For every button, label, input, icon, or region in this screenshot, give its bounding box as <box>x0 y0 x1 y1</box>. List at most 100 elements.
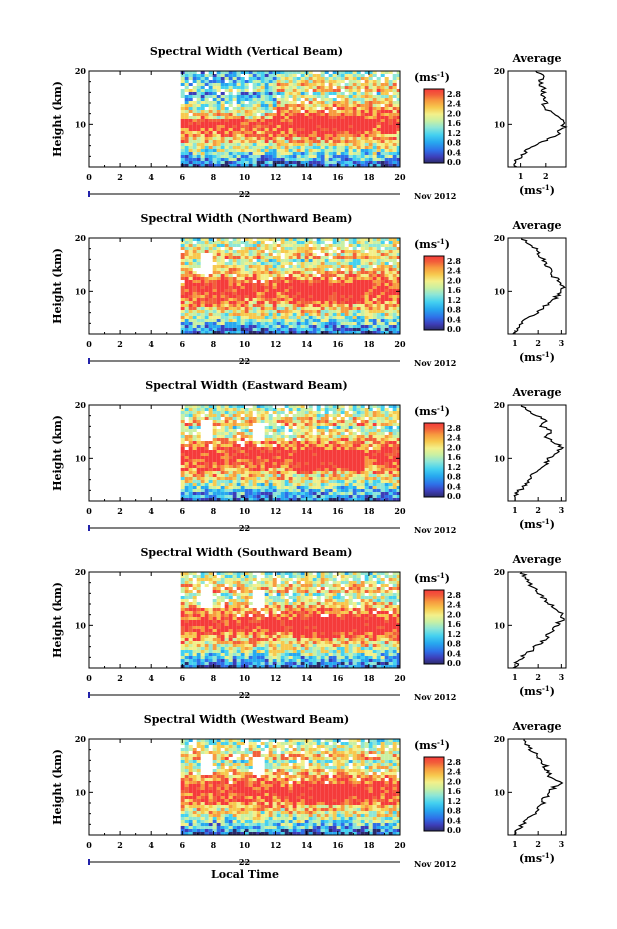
heatmap-cell <box>188 474 193 477</box>
heatmap-cell <box>276 98 281 101</box>
heatmap-cell <box>240 292 245 295</box>
heatmap-cell <box>360 86 365 89</box>
heatmap-cell <box>292 429 297 432</box>
heatmap-cell <box>312 155 317 158</box>
heatmap-cell <box>232 429 237 432</box>
heatmap-cell <box>352 241 357 244</box>
heatmap-cell <box>384 80 389 83</box>
heatmap-cell <box>284 247 289 250</box>
heatmap-cell <box>292 432 297 435</box>
heatmap-cell <box>380 152 385 155</box>
heatmap-cell <box>388 310 393 313</box>
heatmap-cell <box>220 104 225 107</box>
heatmap-cell <box>336 128 341 131</box>
heatmap-cell <box>380 110 385 113</box>
heatmap-cell <box>284 125 289 128</box>
heatmap-cell <box>188 83 193 86</box>
heatmap-cell <box>260 137 265 140</box>
heatmap-cell <box>240 256 245 259</box>
heatmap-cell <box>340 283 345 286</box>
heatmap-cell <box>260 322 265 325</box>
heatmap-cell <box>256 474 261 477</box>
heatmap-cell <box>264 122 269 125</box>
heatmap-cell <box>368 140 373 143</box>
heatmap-cell <box>320 271 325 274</box>
heatmap-cell <box>220 113 225 116</box>
heatmap-cell <box>180 486 185 489</box>
heatmap-cell <box>272 71 277 74</box>
heatmap-cell <box>280 131 285 134</box>
heatmap-cell <box>212 128 217 131</box>
heatmap-cell <box>332 471 337 474</box>
heatmap-cell <box>188 101 193 104</box>
heatmap-cell <box>272 80 277 83</box>
heatmap-cell <box>328 474 333 477</box>
heatmap-cell <box>208 483 213 486</box>
heatmap-cell <box>292 277 297 280</box>
heatmap-cell <box>188 149 193 152</box>
heatmap-cell <box>192 131 197 134</box>
heatmap-cell <box>284 89 289 92</box>
heatmap-cell <box>340 262 345 265</box>
heatmap-cell <box>196 301 201 304</box>
heatmap-cell <box>292 152 297 155</box>
heatmap-cell <box>296 250 301 253</box>
heatmap-cell <box>316 89 321 92</box>
heatmap-cell <box>328 310 333 313</box>
heatmap-cell <box>352 125 357 128</box>
heatmap-cell <box>320 435 325 438</box>
heatmap-cell <box>316 265 321 268</box>
heatmap-cell <box>376 238 381 241</box>
heatmap-cell <box>320 453 325 456</box>
heatmap-cell <box>220 134 225 137</box>
heatmap-cell <box>248 462 253 465</box>
heatmap-cell <box>228 450 233 453</box>
heatmap-cell <box>264 262 269 265</box>
heatmap-cell <box>388 298 393 301</box>
heatmap-cell <box>232 131 237 134</box>
heatmap-cell <box>264 408 269 411</box>
heatmap-cell <box>232 137 237 140</box>
heatmap-cell <box>244 498 249 501</box>
heatmap-cell <box>280 292 285 295</box>
heatmap-cell <box>224 423 229 426</box>
heatmap-cell <box>280 313 285 316</box>
heatmap-cell <box>380 89 385 92</box>
heatmap-cell <box>244 441 249 444</box>
heatmap-cell <box>356 92 361 95</box>
heatmap-cell <box>352 140 357 143</box>
heatmap-cell <box>196 280 201 283</box>
heatmap-cell <box>256 289 261 292</box>
heatmap-cell <box>248 253 253 256</box>
heatmap-cell <box>232 125 237 128</box>
heatmap-cell <box>276 119 281 122</box>
heatmap-cell <box>316 331 321 334</box>
heatmap-cell <box>360 265 365 268</box>
heatmap-cell <box>340 298 345 301</box>
heatmap-cell <box>360 423 365 426</box>
heatmap-cell <box>284 164 289 167</box>
heatmap-cell <box>232 271 237 274</box>
heatmap-cell <box>272 143 277 146</box>
heatmap-cell <box>216 429 221 432</box>
heatmap-cell <box>336 271 341 274</box>
heatmap-cell <box>360 447 365 450</box>
heatmap-cell <box>212 250 217 253</box>
heatmap-cell <box>348 256 353 259</box>
heatmap-cell <box>300 325 305 328</box>
heatmap-cell <box>264 420 269 423</box>
heatmap-cell <box>300 301 305 304</box>
heatmap-cell <box>260 408 265 411</box>
heatmap-cell <box>220 313 225 316</box>
heatmap-cell <box>260 295 265 298</box>
heatmap-cell <box>388 128 393 131</box>
heatmap-cell <box>288 420 293 423</box>
heatmap-cell <box>256 495 261 498</box>
heatmap-cell <box>296 155 301 158</box>
heatmap-cell <box>232 286 237 289</box>
heatmap-cell <box>216 420 221 423</box>
heatmap-cell <box>324 489 329 492</box>
heatmap-cell <box>356 134 361 137</box>
heatmap-cell <box>284 131 289 134</box>
heatmap-cell <box>312 310 317 313</box>
